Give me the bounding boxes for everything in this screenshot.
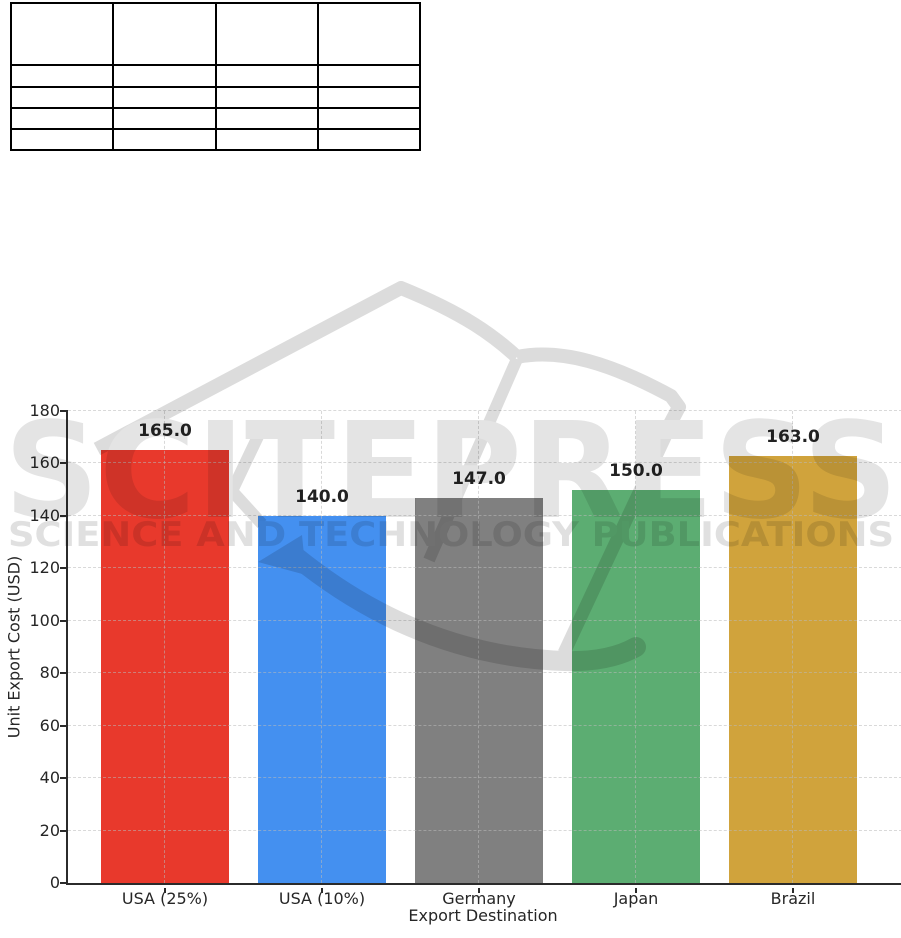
table-cell <box>316 1 422 67</box>
y-tick-mark <box>60 462 68 465</box>
table-cell <box>316 85 422 109</box>
y-tick-mark <box>60 672 68 675</box>
bar-value-label: 165.0 <box>138 421 192 442</box>
table-row <box>9 64 422 88</box>
bar-value-label: 140.0 <box>295 486 349 507</box>
x-tick-mark <box>321 888 323 893</box>
bar-usa-10- <box>258 515 386 883</box>
table-row <box>9 106 422 130</box>
empty-results-table-body <box>9 1 422 152</box>
y-tick-label: 140 <box>29 505 60 525</box>
table-cell <box>316 64 422 88</box>
y-tick-label: 60 <box>39 715 60 735</box>
bar-value-label: 163.0 <box>766 426 820 447</box>
table-row <box>9 127 422 152</box>
bar-value-label: 150.0 <box>609 460 663 481</box>
y-tick-mark <box>60 410 68 412</box>
table-cell <box>316 127 422 152</box>
table-row <box>9 1 422 67</box>
x-axis-title: Export Destination <box>408 906 558 925</box>
table-cell <box>112 1 217 67</box>
y-tick-mark <box>60 829 68 832</box>
x-tick-label: Germany <box>442 889 516 908</box>
y-tick-label: 100 <box>29 610 60 630</box>
bar-germany <box>415 497 543 883</box>
x-tick-mark <box>478 888 480 893</box>
bar-brazil <box>729 455 857 883</box>
y-tick-mark <box>60 724 68 727</box>
y-tick-mark <box>60 777 68 780</box>
table-cell <box>214 127 319 152</box>
y-tick-label: 0 <box>49 873 60 892</box>
bar-value-label: 147.0 <box>452 468 506 489</box>
table-cell <box>9 85 115 109</box>
bar-usa-25- <box>101 450 229 883</box>
bar-japan <box>572 489 700 883</box>
table-cell <box>9 127 115 152</box>
x-tick-label: USA (25%) <box>121 889 209 908</box>
table-row <box>9 85 422 109</box>
y-axis-title: Unit Export Cost (USD) <box>4 555 24 739</box>
table-cell <box>214 85 319 109</box>
table-cell <box>112 64 217 88</box>
table-cell <box>9 106 115 130</box>
y-tick-label: 80 <box>39 663 60 683</box>
table-cell <box>9 64 115 88</box>
plot-area: 0 20 40 60 80 100 120 140 160 180 165.0 USA (25%) 14… <box>29 401 901 908</box>
x-tick-label: Brazil <box>770 889 816 908</box>
table-cell <box>214 106 319 130</box>
y-tick-label: 180 <box>29 401 60 420</box>
y-tick-mark <box>60 882 68 884</box>
y-tick-label: 120 <box>29 558 60 578</box>
y-tick-mark <box>60 567 68 570</box>
x-tick-mark <box>164 888 166 893</box>
x-tick-label: Japan <box>613 889 659 908</box>
x-tick-mark <box>635 888 637 893</box>
table-cell <box>112 85 217 109</box>
table-cell <box>112 127 217 152</box>
y-tick-label: 40 <box>39 768 60 788</box>
x-tick-label: USA (10%) <box>278 889 366 908</box>
x-tick-mark <box>792 888 794 893</box>
table-cell <box>9 1 115 67</box>
empty-results-table <box>9 1 422 152</box>
h-gridline <box>68 410 901 411</box>
y-tick-mark <box>60 514 68 517</box>
table-cell <box>214 64 319 88</box>
y-tick-label: 20 <box>39 820 60 840</box>
y-tick-mark <box>60 619 68 622</box>
table-cell <box>214 1 319 67</box>
y-tick-label: 160 <box>29 453 60 473</box>
table-cell <box>316 106 422 130</box>
table-cell <box>112 106 217 130</box>
bar-chart-figure: Unit Export Cost (USD) 0 20 40 60 80 100 120 14… <box>0 270 901 938</box>
